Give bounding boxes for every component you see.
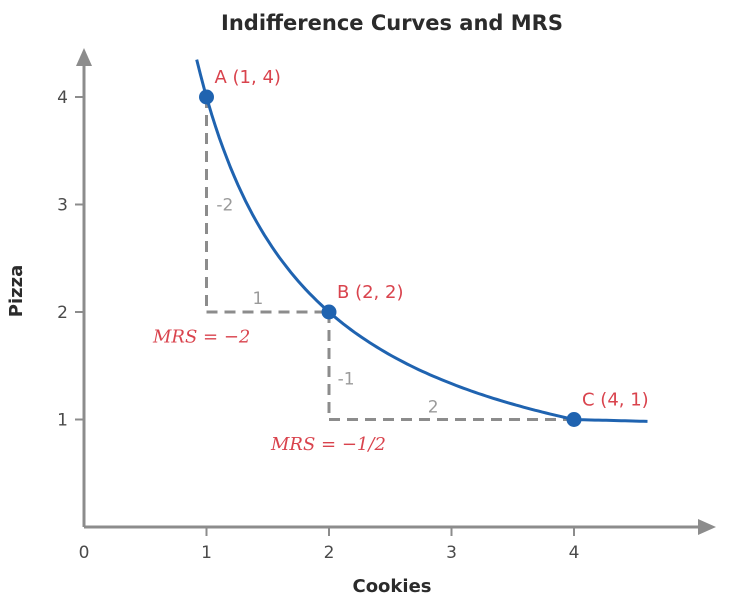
x-tick-label: 1 — [201, 543, 212, 563]
dashed-segments — [205, 97, 574, 421]
point-a — [199, 89, 214, 105]
y-axis-title: Pizza — [6, 265, 27, 317]
mrs-label: MRS = −2 — [152, 327, 250, 348]
y-tick-label: 1 — [57, 411, 68, 431]
x-axis-arrow-icon — [698, 519, 716, 535]
axes — [76, 48, 716, 535]
y-tick-label: 3 — [57, 196, 68, 216]
x-axis-title: Cookies — [352, 576, 431, 597]
x-tick-label: 4 — [569, 543, 580, 563]
y-axis-arrow-icon — [76, 48, 92, 66]
point-c — [566, 412, 582, 427]
rise-label: -2 — [216, 196, 233, 216]
point-label: B (2, 2) — [337, 282, 403, 303]
rise-label: -1 — [338, 370, 355, 390]
point-b — [321, 304, 337, 320]
ticks: 0 1 2 3 4 1 2 3 4 — [57, 88, 579, 563]
points: A (1, 4) B (2, 2) C (4, 1) — [199, 67, 649, 427]
x-tick-label: 0 — [79, 543, 90, 563]
x-tick-label: 3 — [446, 543, 457, 563]
point-label: C (4, 1) — [582, 390, 649, 411]
y-tick-label: 4 — [57, 88, 68, 108]
chart-title: Indifference Curves and MRS — [221, 11, 563, 35]
run-label: 1 — [253, 289, 264, 309]
x-tick-label: 2 — [324, 543, 335, 563]
indifference-curve — [195, 59, 648, 423]
mrs-label: MRS = −1/2 — [270, 434, 386, 455]
point-label: A (1, 4) — [215, 67, 281, 88]
y-tick-label: 2 — [57, 303, 68, 323]
annotations: -2 1 -1 2 MRS = −2 MRS = −1/2 — [152, 196, 439, 456]
run-label: 2 — [428, 398, 439, 418]
